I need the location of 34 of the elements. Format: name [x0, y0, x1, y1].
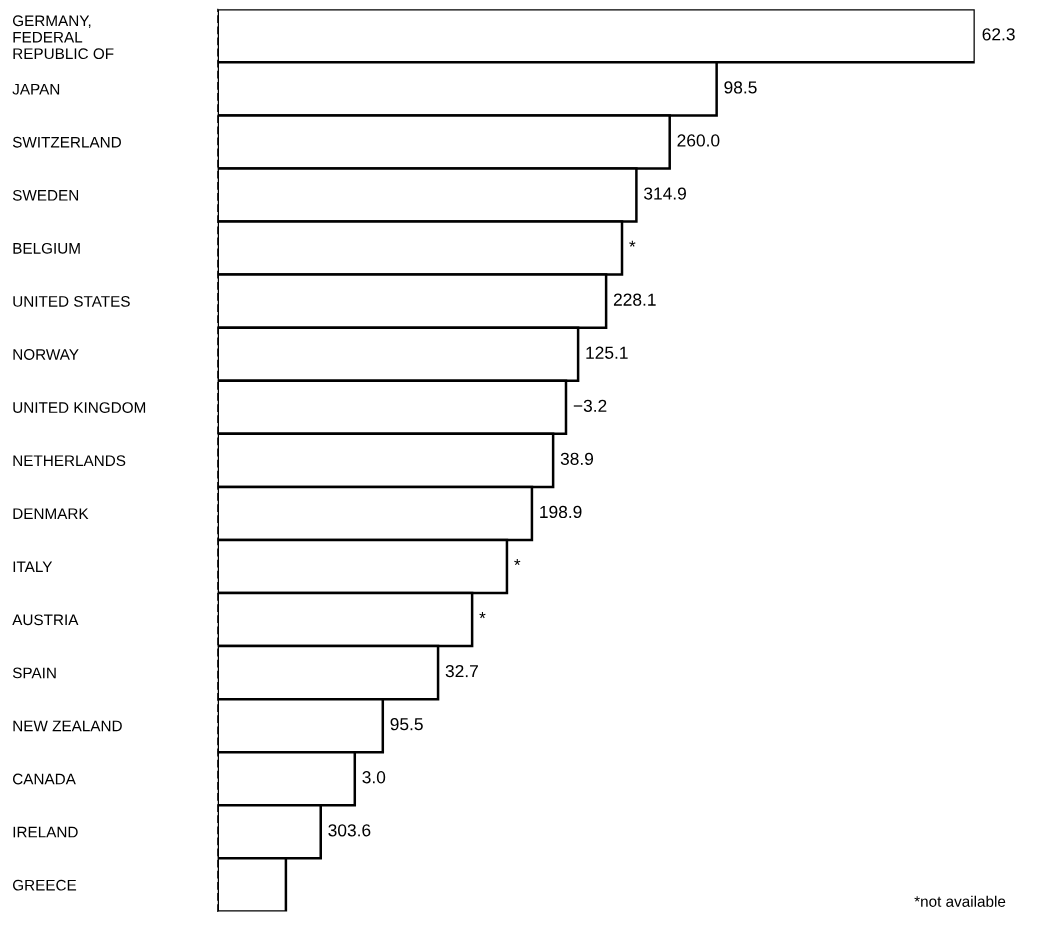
annotation: 228.1: [613, 293, 656, 306]
annotation: −3.2: [573, 399, 607, 412]
annotation: *: [514, 559, 521, 566]
y-tick-label: UNITED KINGDOM: [13, 402, 146, 413]
y-tick-label: SWITZERLAND: [12, 136, 121, 148]
y-tick-label: JAPAN: [12, 83, 60, 95]
annotation: *: [479, 612, 486, 619]
y-tick-label: DENMARK: [13, 508, 89, 519]
annotation: 198.9: [540, 505, 582, 519]
y-tick-label: AUSTRIA: [12, 614, 79, 626]
y-tick-label: GREECE: [12, 879, 77, 891]
annotation: 260.0: [677, 134, 720, 147]
y-tick-label: ITALY: [13, 561, 53, 573]
y-tick-label: NORWAY: [13, 349, 79, 360]
y-tick-label: BELGIUM: [13, 242, 80, 254]
y-tick-label: CANADA: [12, 773, 76, 785]
annotation: 95.5: [390, 718, 423, 731]
annotation: 3.0: [362, 771, 386, 784]
annotation: 314.9: [644, 187, 686, 200]
annotation: 125.1: [586, 346, 628, 359]
annotation: 32.7: [445, 664, 478, 678]
y-tick-label: GERMANY, FEDERAL REPUBLIC OF: [12, 15, 114, 60]
annotation: 62.3: [982, 28, 1015, 41]
annotation: *not available: [914, 895, 1006, 907]
annotation: *: [629, 240, 636, 247]
y-tick-label: SWEDEN: [12, 189, 79, 201]
annotation: 98.5: [724, 81, 757, 94]
y-tick-label: UNITED STATES: [13, 296, 130, 307]
y-tick-label: NEW ZEALAND: [13, 720, 122, 732]
annotation: 38.9: [560, 452, 594, 466]
y-tick-label: SPAIN: [12, 667, 56, 679]
y-tick-label: IRELAND: [13, 826, 78, 838]
annotation: 303.6: [328, 824, 371, 837]
y-tick-label: NETHERLANDS: [13, 455, 126, 467]
